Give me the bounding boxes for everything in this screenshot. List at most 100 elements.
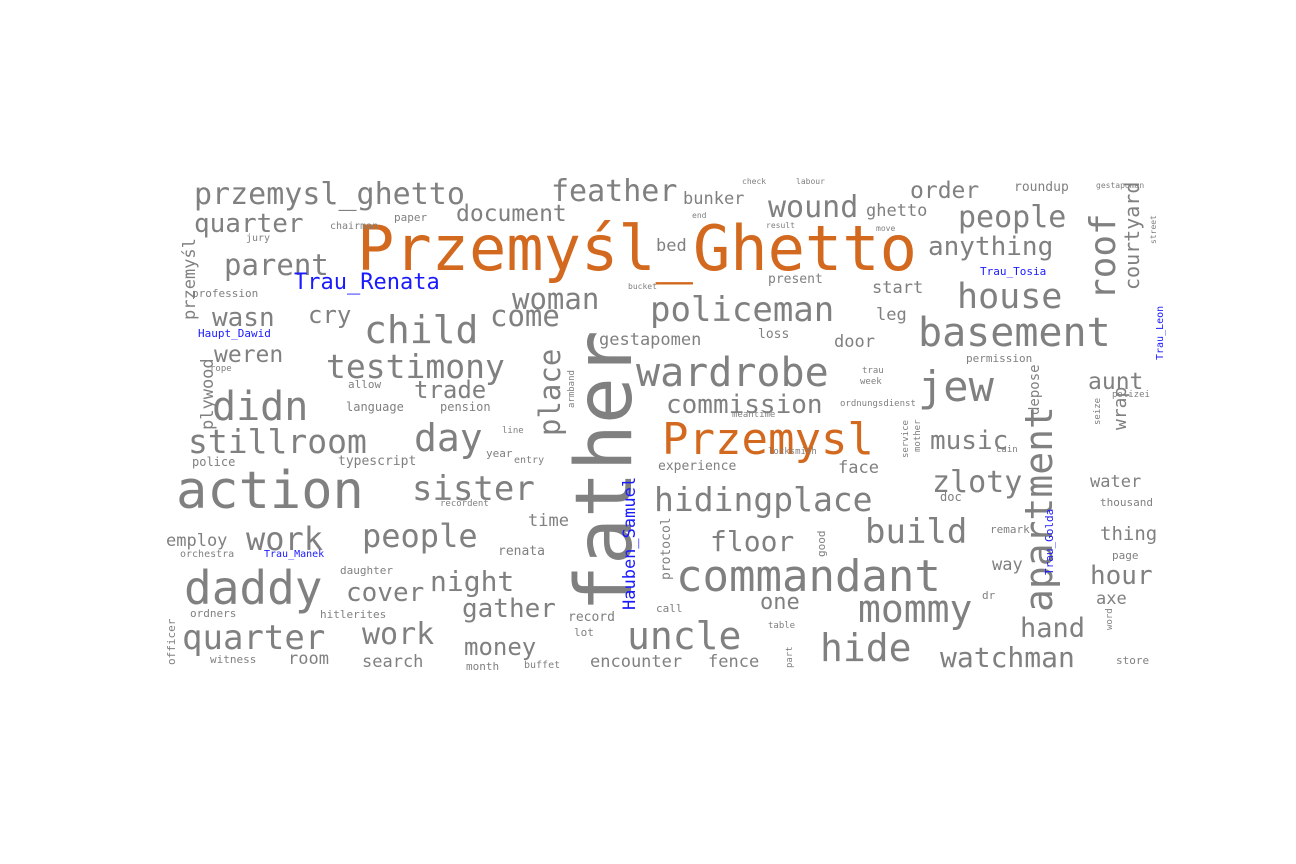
cloud-word-word: word <box>1105 608 1115 630</box>
cloud-word-testimony: testimony <box>326 347 505 386</box>
cloud-word-przemy-l: przemyśl <box>180 238 200 320</box>
cloud-word-gestapoman: gestapoman <box>1096 181 1145 190</box>
cloud-word-trade: trade <box>414 376 487 404</box>
cloud-word-cover: cover <box>346 578 425 608</box>
cloud-word-work: work <box>362 617 435 652</box>
cloud-word-ordners: ordners <box>190 607 237 620</box>
cloud-word-jury: jury <box>246 233 271 244</box>
cloud-word-chairman: chairman <box>330 221 379 232</box>
cloud-word-orchestra: orchestra <box>180 549 235 560</box>
cloud-word-search: search <box>362 652 424 672</box>
cloud-word-bunker: bunker <box>683 189 745 209</box>
cloud-word-typescript: typescript <box>338 454 417 469</box>
cloud-word-bucket: bucket <box>628 282 657 291</box>
cloud-word-gather: gather <box>462 594 556 624</box>
cloud-word-floor: floor <box>710 525 795 558</box>
cloud-word-profession: profession <box>192 287 259 300</box>
cloud-word-locksmith: locksmith <box>768 447 817 457</box>
cloud-word-courtyard: courtyard <box>1120 181 1144 290</box>
cloud-word-labour: labour <box>796 177 825 186</box>
cloud-word-experience: experience <box>658 459 737 474</box>
cloud-word-end: end <box>692 211 707 220</box>
cloud-word-service: service <box>901 420 911 458</box>
cloud-word-gestapomen: gestapomen <box>599 330 702 350</box>
cloud-word-money: money <box>464 633 537 661</box>
cloud-word-language: language <box>346 400 404 414</box>
cloud-word-trau-golda: Trau_Golda <box>1043 508 1056 575</box>
cloud-word-hauben-samuel: Hauben_Samuel <box>620 476 640 610</box>
cloud-word-week: week <box>860 377 882 387</box>
cloud-word-anything: anything <box>928 232 1054 262</box>
cloud-word-commission: commission <box>666 390 823 420</box>
cloud-word-uncle: uncle <box>627 614 742 658</box>
cloud-word-night: night <box>430 565 515 598</box>
cloud-word-come: come <box>490 299 560 333</box>
cloud-word-thing: thing <box>1100 523 1158 545</box>
cloud-word-woman: woman <box>512 282 600 316</box>
cloud-word-ordnungsdienst: ordnungsdienst <box>840 399 916 409</box>
cloud-word-work: work <box>246 520 324 558</box>
cloud-word-armband: armband <box>567 370 577 408</box>
cloud-word-table: table <box>768 621 796 631</box>
cloud-word-day: day <box>414 416 483 460</box>
cloud-word-wound: wound <box>768 190 859 225</box>
cloud-word-policeman: policeman <box>650 290 835 330</box>
cloud-word-stillroom: stillroom <box>188 422 367 461</box>
cloud-word-employ: employ <box>166 531 228 551</box>
cloud-word-didn: didn <box>212 384 309 430</box>
cloud-word-present: present <box>768 272 823 287</box>
cloud-word-przemysl: Przemysl <box>662 414 874 465</box>
cloud-word-allow: allow <box>348 378 382 391</box>
cloud-word-quarter: quarter <box>194 209 304 239</box>
cloud-word-leg: leg <box>876 305 907 325</box>
cloud-word-sister: sister <box>412 469 535 509</box>
cloud-word-weren: weren <box>214 342 284 368</box>
cloud-word-trau-renata: Trau_Renata <box>294 270 440 295</box>
cloud-word-jew: jew <box>918 362 994 411</box>
cloud-word-daughter: daughter <box>340 564 393 577</box>
cloud-word-officer: officer <box>165 618 178 665</box>
cloud-word-przemysl-ghetto: przemysl_ghetto <box>194 177 465 212</box>
cloud-word-hitlerites: hitlerites <box>320 608 387 621</box>
cloud-word-renata: renata <box>498 544 545 559</box>
cloud-word-thousand: thousand <box>1100 496 1153 509</box>
cloud-word-polizei: polizei <box>1112 390 1150 400</box>
cloud-word-haupt-dawid: Haupt_Dawid <box>198 327 271 340</box>
cloud-word-month: month <box>466 660 500 673</box>
cloud-word-people: people <box>958 200 1067 235</box>
cloud-word-line: line <box>502 426 524 436</box>
cloud-word-start: start <box>872 278 924 298</box>
cloud-word-permission: permission <box>966 352 1033 365</box>
cloud-word-seize: seize <box>1093 397 1103 425</box>
cloud-word-water: water <box>1090 472 1142 492</box>
cloud-word-encounter: encounter <box>590 652 683 672</box>
cloud-word-result: result <box>766 221 795 230</box>
cloud-word-daddy: daddy <box>184 561 323 615</box>
cloud-word-record: record <box>568 610 615 625</box>
cloud-word-police: police <box>192 455 236 469</box>
cloud-word-axe: axe <box>1096 589 1127 609</box>
cloud-word-street: street <box>1149 215 1158 244</box>
cloud-word-check: check <box>742 177 767 186</box>
cloud-word-remark: remark <box>990 523 1030 536</box>
cloud-word-action: action <box>176 461 364 521</box>
cloud-word-time: time <box>528 511 569 531</box>
cloud-word-aunt: aunt <box>1088 369 1144 395</box>
cloud-word-feather: feather <box>551 174 678 209</box>
cloud-word-year: year <box>486 447 513 460</box>
cloud-word-pension: pension <box>440 400 491 414</box>
cloud-word-child: child <box>364 308 479 352</box>
cloud-word-house: house <box>957 277 1063 317</box>
cloud-word-depose: depose <box>1027 364 1043 415</box>
cloud-word-watchman: watchman <box>940 641 1075 674</box>
cloud-word-trau-leon: Trau_Leon <box>1155 305 1166 360</box>
cloud-word-wasn: wasn <box>212 303 275 333</box>
cloud-word-trau-tosia: Trau_Tosia <box>980 265 1047 278</box>
cloud-word-dr: dr <box>982 589 996 602</box>
cloud-word-hour: hour <box>1090 561 1153 591</box>
cloud-word-zloty: zloty <box>932 465 1023 500</box>
cloud-word-mother: mother <box>913 419 923 452</box>
cloud-word-door: door <box>834 332 875 352</box>
cloud-word-mommy: mommy <box>858 587 973 631</box>
